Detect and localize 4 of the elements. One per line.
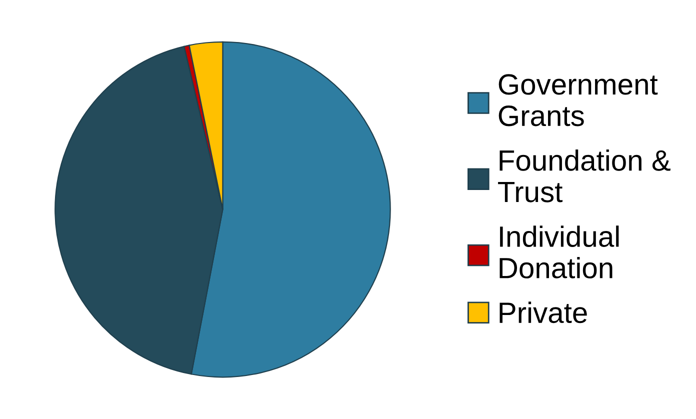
legend-label: Private [500,302,587,324]
legend-label: Foundation & Trust [498,149,670,202]
legend-label: Individual Donation [500,226,619,278]
legend-label: Government Grants [498,74,658,126]
